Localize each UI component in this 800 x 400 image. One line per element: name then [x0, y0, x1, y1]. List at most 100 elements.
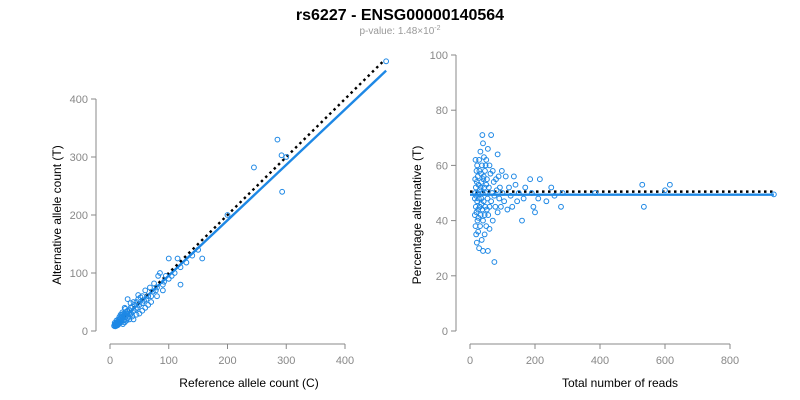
right-x-tick-label: 600 [656, 355, 674, 367]
data-point [162, 273, 169, 279]
data-point [592, 190, 599, 196]
data-point [474, 217, 481, 224]
data-point [479, 132, 486, 138]
data-point [481, 231, 488, 238]
data-point [494, 151, 501, 158]
data-point [120, 321, 126, 327]
data-point [129, 313, 136, 320]
right-y-tick-label: 40 [436, 216, 448, 228]
data-point [515, 190, 522, 196]
right-y-tick-label: 100 [430, 50, 448, 62]
data-point [111, 322, 118, 329]
data-point [480, 248, 486, 254]
data-point [482, 162, 489, 169]
p-value-text: p-value: 1.48×10 [359, 26, 434, 37]
data-point [551, 192, 558, 199]
right-y-tick-label: 80 [436, 105, 448, 117]
data-point [199, 255, 206, 262]
data-point [139, 300, 146, 307]
data-point [485, 212, 492, 218]
data-point [147, 284, 153, 291]
data-point [488, 198, 495, 205]
data-point [473, 231, 480, 238]
data-point [155, 273, 162, 279]
data-point [168, 273, 175, 279]
right-points [471, 132, 777, 265]
data-point [639, 181, 646, 188]
right-x-tick-label: 400 [591, 355, 609, 367]
left-points [111, 58, 390, 330]
data-point [148, 293, 155, 300]
right-y-tick-label: 20 [436, 271, 448, 283]
data-point [472, 190, 479, 196]
data-point [476, 156, 483, 163]
data-point [383, 58, 390, 65]
data-point [488, 132, 495, 138]
left-x-tick-label: 0 [107, 355, 113, 367]
data-point [165, 275, 172, 282]
data-point [666, 181, 673, 188]
data-point [165, 255, 172, 262]
data-point [126, 316, 133, 323]
data-point [159, 281, 166, 288]
data-point [476, 168, 483, 174]
data-point [494, 209, 501, 216]
data-point [130, 316, 137, 323]
data-point [142, 304, 149, 311]
data-point [151, 280, 157, 287]
data-point [135, 292, 142, 298]
data-point [480, 173, 487, 180]
data-point [506, 184, 512, 191]
data-point [482, 168, 488, 174]
data-point [473, 239, 480, 246]
data-point [493, 187, 500, 194]
data-point [171, 270, 178, 276]
data-point [472, 203, 479, 210]
data-point [520, 195, 527, 202]
p-value-exponent: -2 [434, 25, 440, 32]
data-point [498, 168, 505, 174]
right-x-tick-label: 200 [526, 355, 544, 367]
data-point [135, 296, 142, 303]
chart-title: rs6227 - ENSG00000140564 [296, 7, 504, 24]
data-point [177, 264, 184, 271]
data-point [481, 154, 487, 161]
data-point [510, 173, 517, 180]
data-point [472, 223, 479, 230]
data-point [121, 319, 128, 326]
data-point [497, 203, 504, 210]
left-y-axis-label: Alternative allele count (T) [50, 145, 64, 284]
data-point [122, 306, 129, 312]
data-point [189, 252, 196, 259]
data-point [489, 217, 496, 224]
data-point [159, 287, 166, 294]
data-point [154, 293, 160, 300]
data-point [119, 309, 126, 316]
data-point [484, 145, 491, 152]
data-point [195, 246, 202, 253]
data-point [499, 190, 506, 196]
data-point [475, 214, 482, 221]
left-axes: 0 100 200 300 400 0 100 200 300 400 [70, 94, 355, 367]
left-reference-line [115, 60, 385, 327]
right-lines [470, 190, 774, 196]
data-point [123, 317, 130, 324]
data-point [471, 195, 478, 202]
data-point [161, 278, 167, 285]
data-point [477, 184, 484, 191]
left-y-tick-label: 0 [82, 326, 88, 338]
data-point [484, 248, 491, 254]
data-point [133, 299, 140, 305]
data-point [139, 307, 146, 314]
data-point [478, 237, 485, 243]
data-point [528, 190, 535, 196]
data-point [507, 192, 514, 199]
data-point [484, 195, 491, 202]
data-point [532, 209, 538, 216]
data-point [472, 176, 479, 183]
data-point [157, 270, 163, 276]
data-point [476, 245, 483, 252]
data-point [472, 156, 479, 163]
data-point [491, 259, 498, 265]
right-y-tick-label: 60 [436, 160, 448, 172]
